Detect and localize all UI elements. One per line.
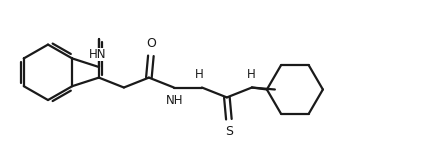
Text: S: S — [224, 125, 232, 138]
Text: NH: NH — [166, 94, 183, 107]
Text: HN: HN — [89, 48, 106, 61]
Text: O: O — [145, 37, 155, 50]
Text: H: H — [246, 68, 255, 81]
Text: H: H — [194, 68, 203, 81]
